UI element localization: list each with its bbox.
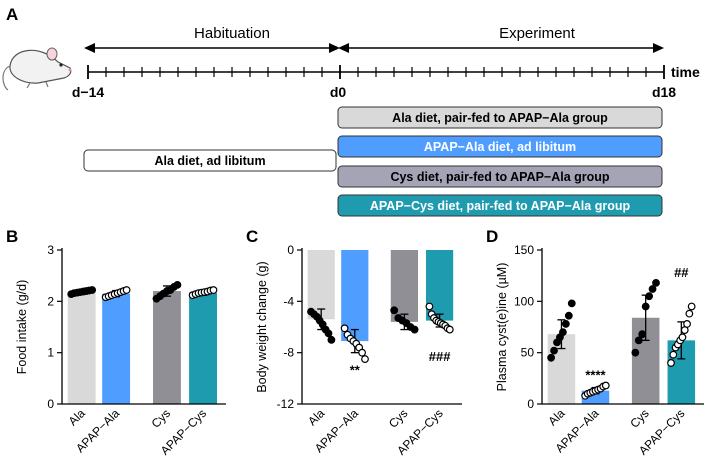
diet-box-label: APAP−Cys diet, pair-fed to APAP−Ala grou… [370,199,631,213]
panel-label-b: B [6,227,18,246]
diet-boxes: Ala diet, pair-fed to APAP−Ala group APA… [83,106,663,217]
data-point [547,353,556,362]
data-point [634,336,643,345]
y-tick-label: -4 [283,294,294,308]
diet-box-label: Ala diet, pair-fed to APAP−Ala group [392,111,608,125]
data-point [88,286,97,294]
data-point [641,302,650,311]
data-point [683,320,691,328]
diet-box-label: Ala diet, ad libitum [154,154,265,168]
data-point [667,359,675,367]
x-tick-label: Cys [149,406,174,431]
diet-box-label: APAP−Ala diet, ad libitum [424,140,576,154]
x-tick-label: Ala [66,406,88,428]
diet-box-apap-cys: APAP−Cys diet, pair-fed to APAP−Ala grou… [337,194,663,217]
diet-box-cys-pairfed: Cys diet, pair-fed to APAP−Ala group [337,165,663,188]
x-tick-label: Ala [305,406,327,428]
bar [307,250,335,320]
tick-label-d0: d0 [330,84,347,100]
data-point [652,278,660,287]
data-point [324,329,333,338]
data-point [638,330,647,339]
phase-label-habituation: Habituation [194,25,270,42]
data-point [567,299,576,308]
data-point [678,333,687,342]
y-tick-label: 3 [47,243,54,257]
panel-label-c: C [246,227,258,246]
x-tick-label: Cys [627,406,652,431]
data-point [173,281,182,289]
y-tick-label: -12 [277,397,295,411]
y-axis-label: Body weight change (g) [255,261,269,392]
y-tick-label: 50 [521,346,535,360]
y-tick-label: 0 [287,243,294,257]
panel-label-a: A [6,5,18,24]
y-tick-label: -8 [283,346,294,360]
phase-label-experiment: Experiment [499,25,576,42]
data-point [445,325,454,334]
data-point [561,320,570,328]
data-point [425,302,434,311]
y-tick-label: 150 [514,243,534,257]
data-point [550,346,558,355]
data-point [601,381,610,390]
bar [102,293,131,404]
data-point [685,309,694,318]
diet-box-ala-adlib: Ala diet, ad libitum [83,149,337,172]
diet-box-apap-ala: APAP−Ala diet, ad libitum [337,135,663,158]
diet-box-label: Cys diet, pair-fed to APAP−Ala group [390,170,609,184]
tick-label-start: d−14 [72,84,105,100]
y-tick-label: 2 [47,294,54,308]
x-tick-label: Ala [545,406,567,428]
timeline-ticks [87,65,665,79]
data-point [361,355,369,363]
y-tick-label: 1 [47,346,54,360]
significance-annotation: ### [429,349,451,364]
diet-box-ala-pairfed: Ala diet, pair-fed to APAP−Ala group [337,106,663,129]
data-point [209,286,218,294]
bar [153,291,181,404]
bar [189,292,217,404]
y-axis-label: Plasma cyst(e)ine (µM) [495,263,509,392]
panel-label-d: D [486,227,498,246]
data-point [390,306,399,315]
y-axis-label: Food intake (g/d) [15,280,29,375]
data-point [410,325,419,334]
data-point [559,328,567,337]
data-point [645,292,654,301]
data-point [687,302,696,311]
data-point [631,348,640,357]
data-point [340,324,349,333]
y-tick-label: 0 [47,397,54,411]
data-point [564,311,573,320]
mouse-icon [2,47,72,91]
experiment-arrow [338,43,664,53]
y-tick-label: 0 [527,397,534,411]
data-point [122,286,131,294]
data-point [669,350,678,359]
data-point [327,335,336,344]
habituation-arrow [84,43,340,53]
data-point [358,348,366,357]
tick-label-end: d18 [652,84,676,100]
bar [67,292,96,404]
significance-annotation: ## [674,265,689,280]
data-point [648,285,657,293]
y-tick-label: 100 [514,294,534,308]
time-axis-label: time [671,64,700,80]
x-tick-label: Cys [386,406,411,431]
significance-annotation: **** [585,368,606,383]
significance-annotation: ** [350,363,361,378]
